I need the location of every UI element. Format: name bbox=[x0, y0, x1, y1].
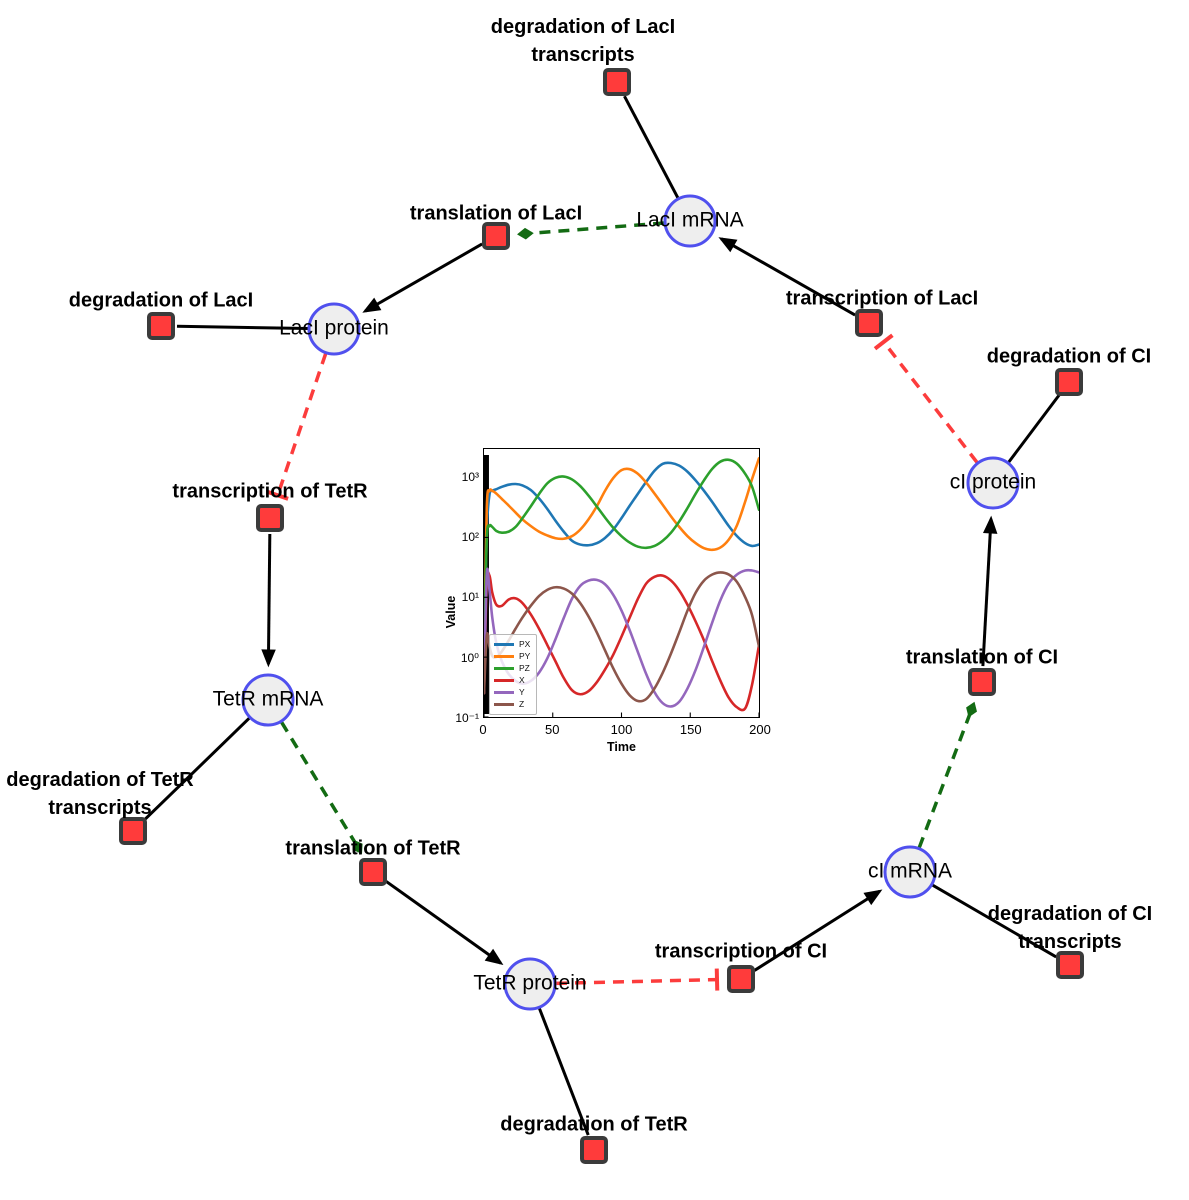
y-tick-label: 10⁻¹ bbox=[455, 711, 479, 725]
reaction-label-transcription_laci: transcription of LacI bbox=[786, 287, 978, 309]
legend-swatch-PX bbox=[494, 643, 514, 646]
series-line-PY bbox=[484, 456, 759, 662]
edge-consumption bbox=[176, 324, 309, 331]
edge-consumption bbox=[143, 717, 251, 821]
reaction-node-deg_tetr_transcripts[interactable] bbox=[119, 817, 147, 845]
series-line-PZ bbox=[484, 458, 759, 662]
reaction-node-translation_laci[interactable] bbox=[482, 222, 510, 250]
reaction-label-deg_tetr: degradation of TetR bbox=[500, 1113, 688, 1135]
y-tick-label: 10⁰ bbox=[460, 650, 479, 665]
y-tick-label: 10³ bbox=[461, 469, 479, 484]
reaction-label-deg_ci_transcripts: degradation of CI transcripts bbox=[988, 903, 1152, 953]
plot-frame: PX PY PZ X Y Z bbox=[483, 448, 760, 718]
edge-inhibition bbox=[873, 333, 979, 464]
species-node-ci_mrna[interactable] bbox=[883, 845, 937, 899]
legend-item-PY: PY bbox=[494, 651, 530, 662]
reaction-label-transcription_tetr: transcription of TetR bbox=[172, 480, 368, 502]
legend-label-PX: PX bbox=[519, 639, 531, 650]
x-tick-label: 50 bbox=[545, 722, 560, 737]
reaction-node-translation_tetr[interactable] bbox=[359, 858, 387, 886]
edge-inhibition bbox=[555, 968, 720, 991]
edge-production bbox=[981, 515, 998, 667]
legend-label-PY: PY bbox=[519, 651, 531, 662]
reaction-label-translation_laci: translation of LacI bbox=[410, 202, 582, 224]
edge-activation bbox=[517, 221, 665, 240]
reaction-node-deg_tetr[interactable] bbox=[580, 1136, 608, 1164]
edge-production bbox=[718, 237, 856, 317]
series-line-PX bbox=[484, 461, 759, 662]
legend-swatch-X bbox=[494, 679, 514, 682]
reaction-label-translation_ci: translation of CI bbox=[906, 646, 1058, 668]
edge-consumption bbox=[537, 1007, 590, 1136]
species-label-ci_protein: cI protein bbox=[950, 471, 1036, 494]
reaction-node-deg_ci_transcripts[interactable] bbox=[1056, 951, 1084, 979]
edge-production bbox=[261, 533, 276, 668]
reaction-node-translation_ci[interactable] bbox=[968, 668, 996, 696]
reaction-node-transcription_laci[interactable] bbox=[855, 309, 883, 337]
edge-activation bbox=[280, 721, 363, 854]
species-label-tetr_protein: TetR protein bbox=[473, 972, 586, 995]
timecourse-inset-plot: PX PY PZ X Y Z 10⁻¹ 10⁰ 10¹ 10² 10³ 0 50 100 150 200 Ti… bbox=[444, 438, 771, 754]
species-label-laci_protein: LacI protein bbox=[279, 317, 389, 340]
species-label-laci_mrna: LacI mRNA bbox=[636, 209, 743, 232]
legend-swatch-Z bbox=[494, 703, 514, 706]
reaction-node-deg_laci[interactable] bbox=[147, 312, 175, 340]
edge-production bbox=[362, 242, 483, 313]
reaction-node-deg_laci_transcripts[interactable] bbox=[603, 68, 631, 96]
species-node-tetr_protein[interactable] bbox=[503, 957, 557, 1011]
legend-item-PZ: PZ bbox=[494, 663, 530, 674]
y-axis-title: Value bbox=[444, 595, 458, 629]
nodes-layer bbox=[119, 68, 1084, 1164]
edge-consumption bbox=[1007, 393, 1061, 464]
legend-swatch-Y bbox=[494, 691, 514, 694]
x-tick-label: 100 bbox=[610, 722, 633, 737]
x-tick-label: 0 bbox=[479, 722, 487, 737]
edge-inhibition bbox=[266, 353, 328, 501]
reaction-node-transcription_tetr[interactable] bbox=[256, 504, 284, 532]
edge-consumption bbox=[931, 883, 1057, 959]
reaction-node-deg_ci[interactable] bbox=[1055, 368, 1083, 396]
legend-swatch-PZ bbox=[494, 667, 514, 670]
reaction-label-deg_tetr_transcripts: degradation of TetR transcripts bbox=[6, 769, 194, 819]
reaction-label-deg_laci: degradation of LacI bbox=[69, 289, 253, 311]
species-node-laci_mrna[interactable] bbox=[663, 194, 717, 248]
edges-layer bbox=[143, 95, 1061, 1136]
y-tick-label: 10² bbox=[461, 530, 479, 545]
species-node-ci_protein[interactable] bbox=[966, 456, 1020, 510]
edge-activation bbox=[917, 701, 977, 849]
species-node-tetr_mrna[interactable] bbox=[241, 673, 295, 727]
species-label-ci_mrna: cI mRNA bbox=[868, 860, 952, 883]
legend-item-Y: Y bbox=[494, 687, 530, 698]
legend-item-PX: PX bbox=[494, 639, 530, 650]
edge-production bbox=[385, 880, 504, 966]
legend-item-X: X bbox=[494, 675, 530, 686]
legend-item-Z: Z bbox=[494, 699, 530, 710]
legend-label-Z: Z bbox=[519, 699, 525, 710]
edge-production bbox=[753, 889, 883, 972]
x-tick-label: 150 bbox=[679, 722, 702, 737]
legend-label-X: X bbox=[519, 675, 525, 686]
reaction-node-transcription_ci[interactable] bbox=[727, 965, 755, 993]
reaction-label-translation_tetr: translation of TetR bbox=[285, 837, 461, 859]
reaction-label-transcription_ci: transcription of CI bbox=[655, 940, 827, 962]
legend-label-Y: Y bbox=[519, 687, 525, 698]
species-label-tetr_mrna: TetR mRNA bbox=[213, 688, 324, 711]
species-node-laci_protein[interactable] bbox=[307, 302, 361, 356]
labels-layer: LacI mRNA LacI protein TetR mRNA TetR prote… bbox=[6, 16, 1152, 1135]
edge-consumption bbox=[623, 95, 680, 199]
chart-legend: PX PY PZ X Y Z bbox=[489, 634, 538, 715]
series-line-X bbox=[484, 571, 759, 712]
legend-label-PZ: PZ bbox=[519, 663, 530, 674]
x-tick-label: 200 bbox=[749, 722, 771, 737]
reaction-label-deg_laci_transcripts: degradation of LacI transcripts bbox=[491, 16, 675, 66]
x-axis-title: Time bbox=[607, 740, 636, 754]
reaction-label-deg_ci: degradation of CI bbox=[987, 345, 1151, 367]
y-tick-label: 10¹ bbox=[461, 590, 479, 605]
legend-swatch-PY bbox=[494, 655, 514, 658]
